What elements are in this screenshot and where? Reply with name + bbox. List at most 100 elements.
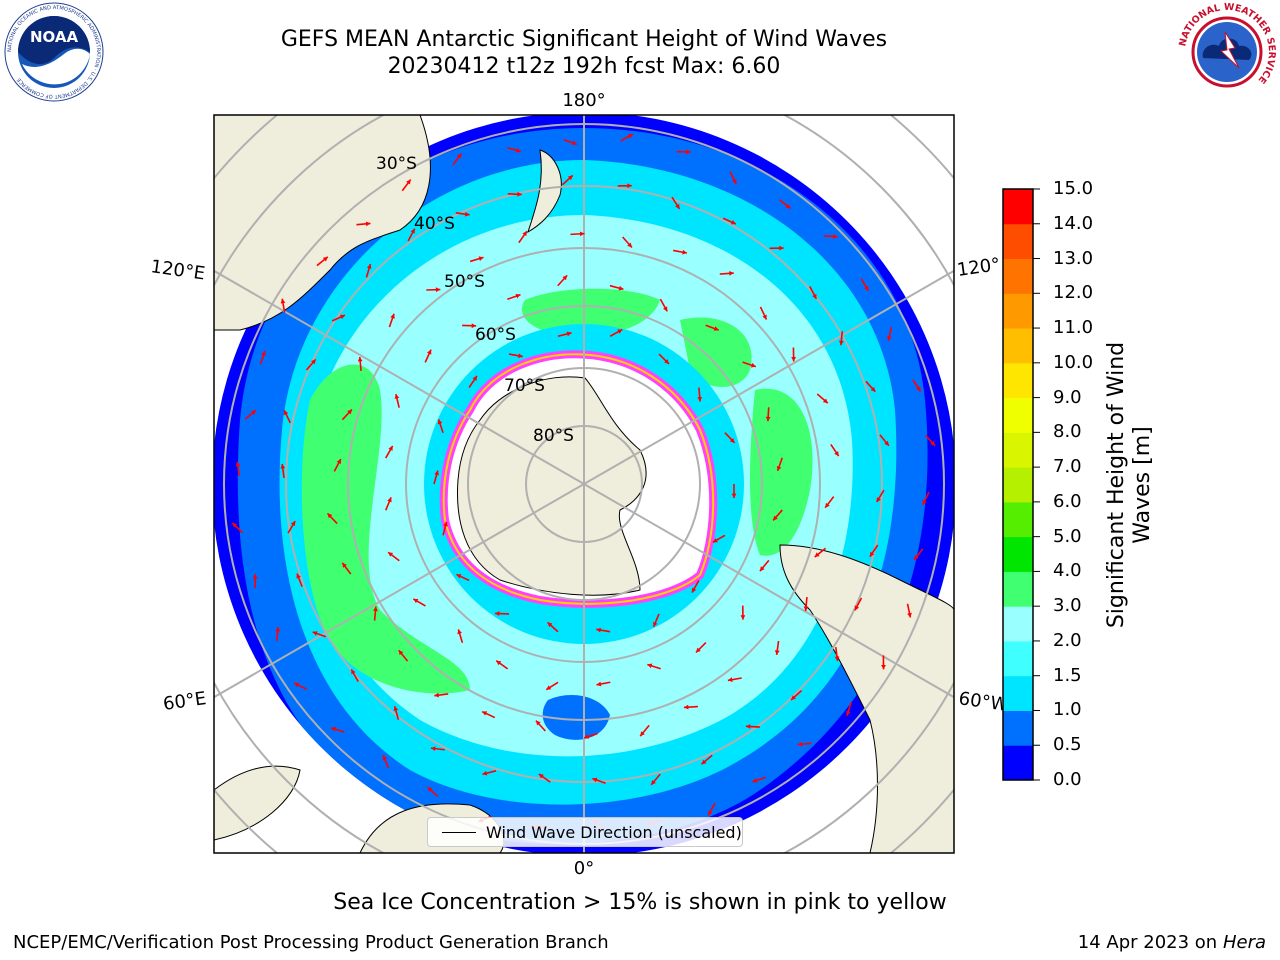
colorbar-tick-label: 8.0 [1053,421,1082,443]
branch-credit: NCEP/EMC/Verification Post Processing Pr… [13,932,609,953]
colorbar-segment [1003,362,1033,399]
wind-arrow-head [930,440,936,446]
wind-arrow-head [653,621,658,627]
map-frame [213,114,955,854]
nws-logo: NATIONAL WEATHER SERVICE [1177,2,1277,102]
wind-arrow-head [235,461,241,467]
wind-arrow-head [812,293,817,299]
lon-label-0: 0° [574,858,594,879]
wind-arrow-head [538,773,544,779]
wind-arrow-head [571,140,577,146]
wind-arrow-head [627,134,633,139]
wind-arrow-head [388,552,394,557]
colorbar-tick-label: 13.0 [1053,247,1094,269]
wave-band-3m-ne [680,317,752,387]
colorbar-label: Significant Height of Wind Waves [m] [1104,341,1155,629]
wind-arrow-head [579,231,585,237]
wind-arrow-head [618,285,624,291]
wind-arrow-head [686,149,691,155]
wind-arrow-head [365,221,371,227]
wind-arrow-head [294,682,300,688]
wind-arrow-head [322,256,328,262]
wind-arrow-head [762,314,767,320]
wind-arrow-head [437,419,443,425]
wind-arrow-head [482,770,488,776]
wind-arrow-head [311,359,316,365]
legend-label: Wind Wave Direction (unscaled) [486,822,742,842]
wave-band-3m-east [750,388,813,556]
lat-label-40s: 40°S [414,214,455,234]
wind-arrow-head [517,191,522,197]
wind-arrow-head [261,350,266,356]
wind-arrow-head [413,598,419,604]
colorbar-tick-label: 0.0 [1053,769,1082,790]
wind-arrow-head [252,574,258,579]
wind-arrow-head [351,669,356,675]
wind-arrow-head [825,502,830,508]
wind-arrow-head [495,611,500,616]
wind-arrow-head [327,513,333,519]
wind-arrow-head [803,606,809,612]
wind-arrow-head [275,626,281,632]
wind-arrow-head [357,356,363,362]
wind-arrow-head [691,587,697,593]
colorbar-tick-label: 11.0 [1053,317,1094,339]
wind-arrow-head [845,710,851,716]
colorbar-tick-label: 4.0 [1053,560,1082,582]
wind-arrow-head [647,663,653,669]
wind-arrow-head [482,711,488,716]
wind-arrow-head [592,777,598,783]
wind-arrow-head [566,331,572,337]
wind-arrow-head [869,551,875,557]
wind-arrow-head [296,573,301,579]
colorbar-segment [1003,397,1033,433]
colorbar-segment [1003,710,1033,746]
colorbar-segment [1003,606,1033,642]
wind-arrow-head [388,445,393,451]
wind-arrow-head [730,220,736,225]
wind-arrow-head [434,470,439,476]
wind-arrow-head [515,293,521,299]
colorbar-segment [1003,745,1033,781]
sea-ice-edge [442,353,715,605]
colorbar-tick-label: 15.0 [1053,178,1094,199]
wind-arrow-head [870,386,876,392]
colorbar-tick-label: 1.0 [1053,699,1082,721]
chart-subtitle: 20230412 t12z 192h fcst Max: 6.60 [387,54,781,79]
wave-band-3m-north [521,288,660,337]
wind-arrow-head [884,440,889,446]
colorbar-segment [1003,223,1033,260]
wind-arrow-head [922,499,927,505]
wind-arrow-head [443,521,448,527]
wind-arrow-head [833,234,838,239]
lat-label-80s: 80°S [533,426,574,446]
wind-arrow-head [864,285,869,291]
wind-arrow-head [394,394,400,399]
wind-arrow-head [251,410,257,415]
wind-arrow-head [390,313,395,319]
colorbar-tick-label: 9.0 [1053,386,1082,408]
wind-arrow-head [457,629,462,635]
sea-ice-note: Sea Ice Concentration > 15% is shown in … [333,890,947,915]
wind-arrow-head [752,778,758,783]
wind-arrow-head [708,810,713,816]
wind-arrow-head [393,706,399,712]
noaa-logo-text: NOAA [30,28,79,46]
machine-name: Hera [1222,932,1266,953]
colorbar-segment [1003,571,1033,607]
wind-arrow-head [290,521,296,527]
wind-arrow-head [774,650,780,655]
colorbar-segment [1003,640,1033,677]
wind-arrow-head [426,349,432,355]
wind-arrow-head [887,336,892,341]
lat-label-70s: 70°S [504,376,545,396]
australia-landmass [214,115,431,331]
wind-arrow-head [701,759,707,765]
wind-arrow-head [283,410,289,416]
colorbar-segment [1003,189,1033,225]
wind-arrow-head [881,665,886,670]
wind-arrow-head [312,631,318,636]
wind-arrow-head [664,359,670,364]
wind-arrow-head [347,409,352,415]
wind-arrow-head [791,695,796,700]
